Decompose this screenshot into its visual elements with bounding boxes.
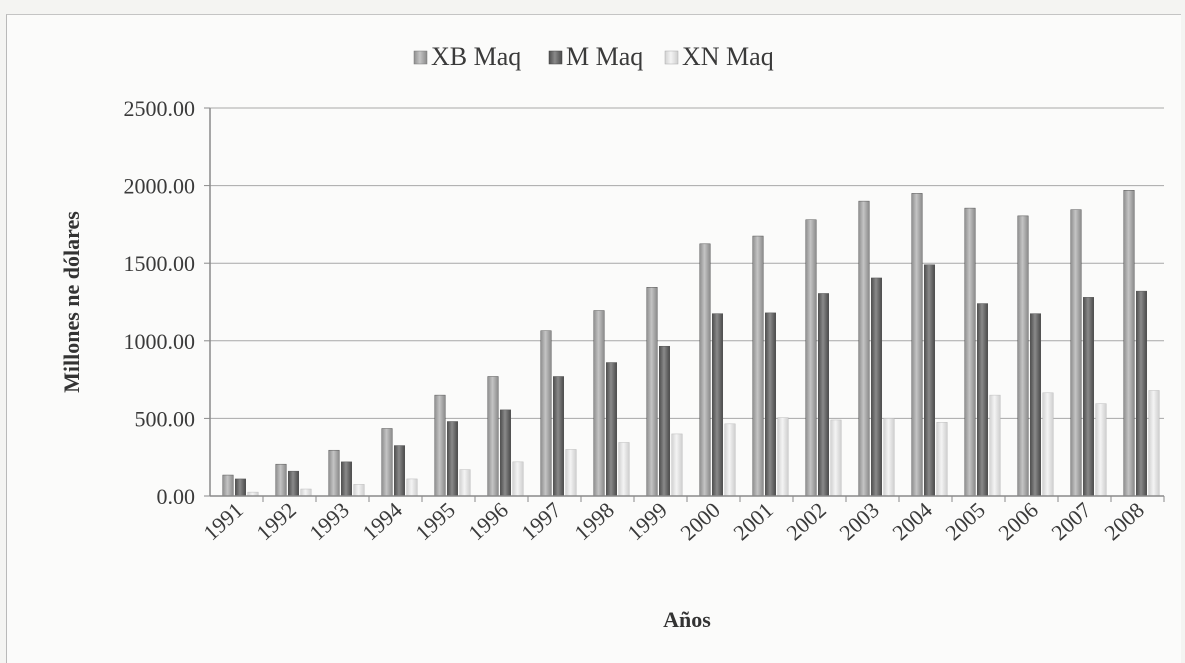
bar-xb-maq-2006 bbox=[1017, 215, 1029, 497]
bar-xb-maq-1991 bbox=[222, 474, 234, 497]
bar-m-maq-2004 bbox=[924, 264, 935, 497]
legend: XB Maq M Maq XN Maq bbox=[413, 42, 774, 71]
bar-xn-maq-2000 bbox=[724, 423, 736, 497]
bar-xb-maq-1998 bbox=[593, 310, 605, 497]
gridlines bbox=[210, 107, 1164, 419]
x-tick-label: 2006 bbox=[993, 497, 1042, 545]
x-tick-label: 2000 bbox=[675, 497, 724, 545]
y-axis-ticks: 0.00 500.00 1000.00 1500.00 2000.00 2500.00 bbox=[124, 96, 210, 509]
bar-xn-maq-2002 bbox=[830, 419, 842, 497]
bar-m-maq-2007 bbox=[1083, 297, 1094, 497]
x-tick-label: 1996 bbox=[463, 497, 512, 545]
bar-xb-maq-2001 bbox=[752, 235, 764, 497]
bar-xn-maq-1993 bbox=[353, 484, 365, 497]
x-axis-title: Años bbox=[663, 607, 711, 632]
bar-xn-maq-2003 bbox=[883, 418, 895, 497]
bar-m-maq-1993 bbox=[341, 461, 352, 497]
legend-label-m-maq: M Maq bbox=[566, 42, 643, 71]
x-tick-label: 2008 bbox=[1099, 497, 1148, 545]
x-tick-label: 1991 bbox=[198, 497, 247, 545]
bar-xb-maq-1993 bbox=[328, 449, 340, 497]
bar-xn-maq-2005 bbox=[989, 394, 1001, 497]
x-tick-label: 2003 bbox=[834, 497, 883, 545]
bar-m-maq-1999 bbox=[659, 345, 670, 497]
bar-m-maq-1996 bbox=[500, 409, 511, 497]
bar-xb-maq-1994 bbox=[381, 428, 393, 497]
legend-swatch-xn-maq bbox=[664, 50, 679, 65]
legend-label-xb-maq: XB Maq bbox=[431, 42, 521, 71]
bar-m-maq-1992 bbox=[288, 470, 299, 497]
bar-xn-maq-2007 bbox=[1095, 403, 1107, 497]
bar-xb-maq-2000 bbox=[699, 243, 711, 497]
y-tick-label: 500.00 bbox=[135, 406, 196, 431]
bar-m-maq-2003 bbox=[871, 277, 882, 497]
x-tick-label: 2002 bbox=[781, 497, 830, 545]
bar-xb-maq-2008 bbox=[1123, 190, 1135, 497]
bar-xn-maq-1992 bbox=[300, 488, 312, 497]
bar-m-maq-2005 bbox=[977, 303, 988, 497]
y-tick-label: 1500.00 bbox=[124, 251, 196, 276]
legend-swatch-m-maq bbox=[548, 50, 563, 65]
x-tick-label: 1992 bbox=[251, 497, 300, 545]
bar-xn-maq-1997 bbox=[565, 449, 577, 497]
bar-xn-maq-2008 bbox=[1148, 390, 1160, 497]
y-tick-label: 2500.00 bbox=[124, 96, 196, 121]
bar-m-maq-1991 bbox=[235, 478, 246, 497]
bar-m-maq-2008 bbox=[1136, 290, 1147, 497]
bar-xb-maq-1996 bbox=[487, 376, 499, 497]
bar-xb-maq-2003 bbox=[858, 200, 870, 497]
y-tick-label: 0.00 bbox=[157, 484, 196, 509]
bar-xn-maq-1998 bbox=[618, 442, 630, 497]
bar-m-maq-1998 bbox=[606, 362, 617, 497]
x-tick-label: 2004 bbox=[887, 497, 936, 545]
bar-m-maq-2001 bbox=[765, 312, 776, 497]
bar-m-maq-2006 bbox=[1030, 313, 1041, 497]
x-tick-label: 1998 bbox=[569, 497, 618, 545]
legend-label-xn-maq: XN Maq bbox=[682, 42, 774, 71]
bar-xn-maq-2004 bbox=[936, 422, 948, 497]
bar-m-maq-2002 bbox=[818, 293, 829, 497]
x-axis-ticks: 1991 1992 1993 1994 1995 1996 1997 1998 1999 2000… bbox=[198, 496, 1165, 545]
x-tick-label: 1999 bbox=[622, 497, 671, 545]
bar-xb-maq-2005 bbox=[964, 207, 976, 497]
x-tick-label: 1993 bbox=[304, 497, 353, 545]
bar-xn-maq-1995 bbox=[459, 469, 471, 497]
bar-m-maq-1994 bbox=[394, 445, 405, 497]
bar-m-maq-1995 bbox=[447, 421, 458, 497]
y-tick-label: 1000.00 bbox=[124, 329, 196, 354]
legend-swatch-xb-maq bbox=[413, 50, 428, 65]
bar-xb-maq-2002 bbox=[805, 219, 817, 497]
x-tick-label: 1997 bbox=[516, 497, 565, 545]
bar-xb-maq-1995 bbox=[434, 394, 446, 497]
bar-xb-maq-1992 bbox=[275, 463, 287, 497]
x-tick-label: 2001 bbox=[728, 497, 777, 545]
x-tick-label: 1995 bbox=[410, 497, 459, 545]
bar-xb-maq-1999 bbox=[646, 287, 658, 497]
bar-xn-maq-2006 bbox=[1042, 392, 1054, 497]
bar-xn-maq-1996 bbox=[512, 461, 524, 497]
bar-xb-maq-2004 bbox=[911, 193, 923, 497]
x-tick-label: 2005 bbox=[940, 497, 989, 545]
bar-m-maq-1997 bbox=[553, 376, 564, 497]
bars bbox=[222, 190, 1160, 497]
bar-xb-maq-1997 bbox=[540, 330, 552, 497]
y-axis-title: Millones ne dólares bbox=[59, 211, 84, 393]
x-tick-label: 1994 bbox=[357, 497, 406, 545]
y-tick-label: 2000.00 bbox=[124, 174, 196, 199]
bar-xb-maq-2007 bbox=[1070, 209, 1082, 497]
bar-xn-maq-1999 bbox=[671, 433, 683, 497]
x-tick-label: 2007 bbox=[1046, 497, 1095, 545]
bar-m-maq-2000 bbox=[712, 313, 723, 497]
bar-xn-maq-2001 bbox=[777, 417, 789, 497]
bar-xn-maq-1994 bbox=[406, 478, 418, 497]
